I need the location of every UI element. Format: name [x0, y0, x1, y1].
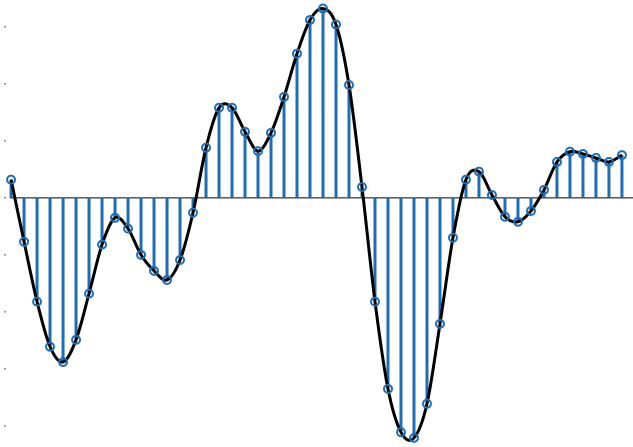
marker: [240, 126, 251, 137]
marker: [356, 182, 367, 193]
marker: [317, 3, 328, 14]
marker: [97, 239, 108, 250]
marker: [162, 274, 173, 285]
marker: [447, 232, 458, 243]
marker: [538, 184, 549, 195]
marker: [421, 398, 432, 409]
marker: [395, 427, 406, 438]
marker: [227, 102, 238, 113]
marker: [32, 296, 43, 307]
marker: [123, 223, 134, 234]
marker: [512, 216, 523, 227]
marker: [577, 148, 588, 159]
marker: [603, 156, 614, 167]
curve: [9, 7, 623, 442]
marker: [330, 19, 341, 30]
marker: [19, 236, 30, 247]
marker: [616, 150, 627, 161]
marker: [292, 48, 303, 59]
marker: [266, 127, 277, 138]
marker: [343, 79, 354, 90]
marker: [279, 91, 290, 102]
marker: [551, 156, 562, 167]
marker: [6, 174, 17, 185]
marker: [110, 212, 121, 223]
marker: [499, 211, 510, 222]
marker: [590, 152, 601, 163]
marker: [564, 146, 575, 157]
marker: [486, 189, 497, 200]
marker: [214, 102, 225, 113]
marker: [136, 249, 147, 260]
marker: [408, 432, 419, 443]
marker: [45, 341, 56, 352]
marker: [305, 14, 316, 25]
marker: [473, 166, 484, 177]
marker: [434, 318, 445, 329]
marker: [525, 205, 536, 216]
marker: [188, 207, 199, 218]
marker: [175, 254, 186, 265]
marker: [71, 334, 82, 345]
marker: [84, 288, 95, 299]
marker: [460, 174, 471, 185]
marker: [58, 357, 69, 368]
marker: [201, 142, 212, 153]
marker: [149, 265, 160, 276]
marker: [253, 146, 264, 157]
marker: [382, 383, 393, 394]
marker: [369, 296, 380, 307]
